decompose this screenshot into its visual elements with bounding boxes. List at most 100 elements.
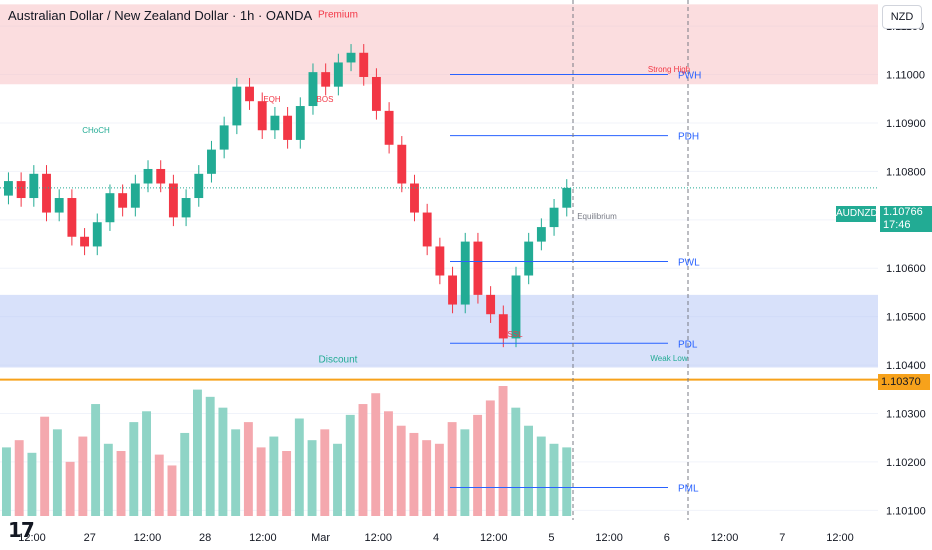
x-tick-label: 4 <box>433 532 439 544</box>
candle-body <box>371 76 381 111</box>
volume-bar <box>473 414 483 516</box>
volume-bar <box>511 407 521 516</box>
volume-bar <box>167 465 177 516</box>
volume-bar <box>256 447 266 516</box>
x-tick-label: 12:00 <box>18 532 46 544</box>
candle-body <box>359 52 369 77</box>
price-value: 1.10766 17:46 <box>880 206 932 232</box>
candle-body <box>410 183 419 213</box>
candle-body <box>4 181 13 196</box>
candle-body <box>194 173 204 199</box>
x-tick-label: 6 <box>664 532 670 544</box>
annotation-label: Equilibrium <box>577 212 617 221</box>
annotation-label: Strong High <box>648 65 690 74</box>
candle-body <box>168 183 178 218</box>
candle-body <box>308 72 318 107</box>
candle-body <box>384 110 394 145</box>
volume-bar <box>2 447 11 516</box>
candle-body <box>105 193 115 223</box>
candle-body <box>232 86 242 126</box>
volume-bar <box>384 411 393 516</box>
volume-bar <box>154 454 164 516</box>
volume-bar <box>65 461 75 516</box>
logo-icon[interactable]: 17 <box>8 518 35 542</box>
price-number: 1.10766 <box>883 206 923 218</box>
volume-bar <box>91 404 101 516</box>
candle-body <box>92 222 102 247</box>
candle-body <box>207 149 216 174</box>
level-label: PDH <box>678 132 699 143</box>
volume-bar <box>422 440 432 516</box>
x-tick-label: 12:00 <box>826 532 854 544</box>
x-tick-label: 28 <box>199 532 211 544</box>
volume-bar <box>180 432 190 516</box>
zone-premium <box>0 4 878 85</box>
annotation-label: BOS <box>317 95 334 104</box>
volume-bar <box>549 443 559 516</box>
y-tick-label: 1.10900 <box>886 118 926 130</box>
volume-bar <box>333 443 342 516</box>
volume-bar <box>116 451 126 516</box>
volume-bar <box>485 400 495 516</box>
annotation-label: Weak Low <box>650 354 687 363</box>
volume-bar <box>40 416 50 516</box>
current-price-tag: AUDNZD 1.10766 17:46 <box>836 206 932 232</box>
y-tick-label: 1.10400 <box>886 360 926 372</box>
volume-bar <box>536 436 546 516</box>
volume-bar <box>371 393 381 516</box>
volume-bar <box>27 452 37 516</box>
x-tick-label: 7 <box>779 532 785 544</box>
x-tick-label: 12:00 <box>365 532 393 544</box>
bar-countdown: 17:46 <box>883 219 911 231</box>
candle-body <box>54 198 64 213</box>
candle-body <box>333 62 343 87</box>
volume-bar <box>434 443 444 516</box>
symbol-label: AUDNZD <box>836 206 878 222</box>
volume-bar <box>218 407 228 516</box>
volume-bar <box>358 404 368 516</box>
volume-bar <box>231 429 241 516</box>
candle-body <box>156 168 166 184</box>
axes: 1.111001.110001.109001.108001.107001.106… <box>18 21 926 544</box>
annotation-label: SSL <box>507 330 523 339</box>
volume-bar <box>294 418 304 516</box>
volume-bar <box>524 425 533 516</box>
y-tick-label: 1.10800 <box>886 166 926 178</box>
candle-body <box>67 198 77 237</box>
labels: Premium Discount PWH PDH PWL PDL PML Strong Hig… <box>82 9 701 494</box>
x-tick-label: 12:00 <box>134 532 162 544</box>
currency-button[interactable]: NZD <box>882 5 922 29</box>
x-tick-label: 12:00 <box>711 532 739 544</box>
candle-body <box>397 144 407 184</box>
volume-bar <box>142 411 151 516</box>
candle-body <box>549 207 559 228</box>
volume-bar <box>269 436 279 516</box>
volume-bar <box>396 425 406 516</box>
y-tick-label: 1.10200 <box>886 457 926 469</box>
candle-body <box>283 115 293 140</box>
volume-bar <box>307 440 317 516</box>
chart-title: Australian Dollar / New Zealand Dollar ·… <box>8 8 313 23</box>
volume-bars <box>2 386 572 516</box>
candle-body <box>435 246 445 276</box>
volume-bar <box>345 414 355 516</box>
candle-body <box>473 241 483 295</box>
y-tick-label: 1.11000 <box>886 70 925 82</box>
candle-body <box>321 72 331 87</box>
level-label: PWH <box>678 71 701 82</box>
candle-body <box>29 173 39 199</box>
volume-bar <box>193 389 202 516</box>
x-tick-label: 12:00 <box>249 532 277 544</box>
candle-body <box>130 183 140 208</box>
x-tick-label: Mar <box>311 532 330 544</box>
level-label: PDL <box>678 339 698 350</box>
volume-bar <box>14 440 24 516</box>
candle-body <box>346 52 356 63</box>
candle-body <box>257 101 267 131</box>
zone-label: Premium <box>318 9 358 20</box>
candle-body <box>181 198 191 218</box>
zones <box>0 4 878 368</box>
candle-body <box>118 193 128 208</box>
candle-body <box>486 294 496 315</box>
